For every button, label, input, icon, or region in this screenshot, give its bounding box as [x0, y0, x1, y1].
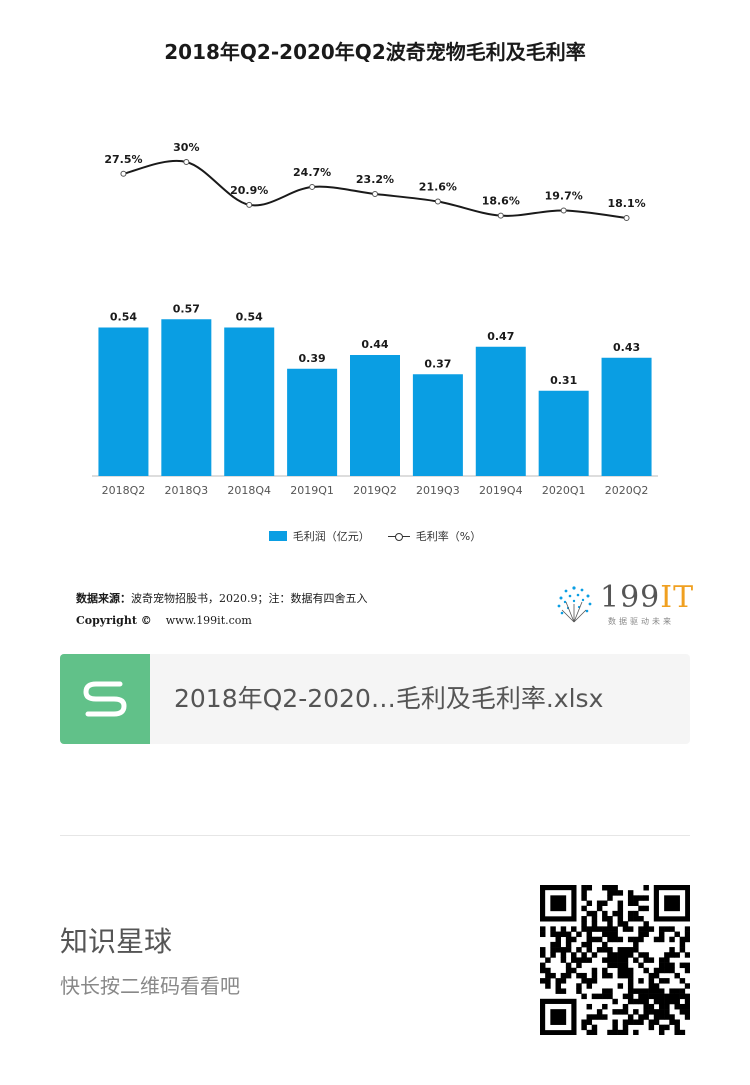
chart-plot: 0.54 2018Q2 0.57 2018Q3 0.54 2018Q4 0.39 2019Q1…: [92, 141, 658, 497]
copyright-text: Copyright ©: [76, 614, 152, 627]
bar-2019Q3: [412, 374, 463, 476]
planet-subtitle: 快长按二维码看看吧: [60, 974, 240, 998]
line-point-2019Q2: [372, 191, 378, 197]
qr-code-icon[interactable]: [540, 885, 690, 1035]
source-text: 波奇宠物招股书，2020.9；注：数据有四舍五入: [131, 592, 368, 605]
dandelion-logo-icon: [557, 586, 592, 623]
file-attachment-card[interactable]: 2018年Q2-2020…毛利及毛利率.xlsx: [60, 654, 690, 744]
bar-label-2020Q2: 0.43: [613, 341, 640, 354]
spreadsheet-s-icon: [60, 654, 150, 744]
x-tick-2019Q1: 2019Q1: [290, 484, 334, 497]
x-tick-2018Q4: 2018Q4: [227, 484, 271, 497]
line-point-2019Q3: [434, 198, 441, 205]
bar-label-2018Q2: 0.54: [110, 311, 137, 324]
line-point-2018Q4: [246, 201, 253, 208]
bar-label-2019Q4: 0.47: [487, 330, 514, 343]
bar-label-2018Q4: 0.54: [236, 311, 263, 324]
legend-line-marker: [387, 531, 410, 541]
bar-2019Q4: [475, 346, 526, 476]
line-label-2018Q3: 30%: [173, 141, 199, 154]
line-label-2018Q4: 20.9%: [230, 184, 268, 197]
bar-2019Q1: [287, 368, 338, 476]
line-point-2018Q3: [183, 159, 190, 165]
bar-2018Q3: [161, 319, 212, 476]
bar-label-2018Q3: 0.57: [173, 302, 200, 315]
line-point-2018Q2: [120, 170, 127, 177]
brand-logo: 199IT 数据驱动未来: [552, 578, 695, 628]
line-label-2020Q2: 18.1%: [607, 197, 645, 210]
logo-tagline: 数据驱动未来: [608, 617, 674, 626]
chart-legend: 毛利润（亿元） 毛利率（%）: [0, 528, 750, 544]
line-label-2020Q1: 19.7%: [545, 189, 583, 202]
legend-item-bar: 毛利润（亿元）: [268, 528, 370, 544]
x-tick-2019Q2: 2019Q2: [353, 484, 397, 497]
legend-item-line: 毛利率（%）: [387, 528, 482, 544]
bar-2018Q2: [98, 327, 149, 476]
bar-2018Q4: [224, 327, 275, 476]
chart-title: 2018年Q2-2020年Q2波奇宠物毛利及毛利率: [164, 40, 586, 64]
line-point-2019Q1: [309, 183, 316, 190]
bar-label-2019Q1: 0.39: [299, 352, 326, 365]
x-tick-2019Q4: 2019Q4: [479, 484, 523, 497]
x-tick-2020Q2: 2020Q2: [605, 484, 649, 497]
source-note: 数据来源：波奇宠物招股书，2020.9；注：数据有四舍五入 Copyright …: [76, 588, 368, 632]
bar-2020Q2: [601, 357, 652, 476]
line-label-2019Q3: 21.6%: [419, 181, 457, 194]
logo-wordmark: 199IT: [600, 580, 695, 615]
bar-label-2020Q1: 0.31: [550, 374, 577, 387]
website-text: www.199it.com: [165, 614, 252, 627]
bar-label-2019Q2: 0.44: [361, 338, 388, 351]
legend-line-label: 毛利率（%）: [415, 530, 482, 543]
line-label-2019Q4: 18.6%: [482, 195, 520, 208]
line-point-2020Q1: [560, 207, 567, 214]
line-label-2019Q2: 23.2%: [356, 173, 394, 186]
line-label-2019Q1: 24.7%: [293, 166, 331, 179]
line-point-2020Q2: [623, 215, 630, 221]
line-label-2018Q2: 27.5%: [104, 153, 142, 166]
margin-rate-line: [123, 159, 627, 219]
x-tick-2018Q3: 2018Q3: [165, 484, 209, 497]
legend-bar-swatch: [268, 531, 287, 541]
bar-2019Q2: [350, 355, 400, 476]
planet-title: 知识星球: [60, 925, 173, 958]
bar-label-2019Q3: 0.37: [424, 357, 451, 370]
source-label: 数据来源：: [76, 592, 131, 605]
line-point-2019Q4: [497, 212, 504, 219]
x-tick-2019Q3: 2019Q3: [416, 484, 460, 497]
bar-2020Q1: [538, 390, 589, 476]
x-tick-2020Q1: 2020Q1: [542, 484, 586, 497]
file-name: 2018年Q2-2020…毛利及毛利率.xlsx: [174, 684, 604, 713]
chart-card: 2018年Q2-2020年Q2波奇宠物毛利及毛利率 0.54 2018Q2 0.57…: [0, 40, 750, 632]
divider: [60, 835, 690, 836]
legend-bar-label: 毛利润（亿元）: [292, 530, 370, 543]
x-tick-2018Q2: 2018Q2: [102, 484, 146, 497]
